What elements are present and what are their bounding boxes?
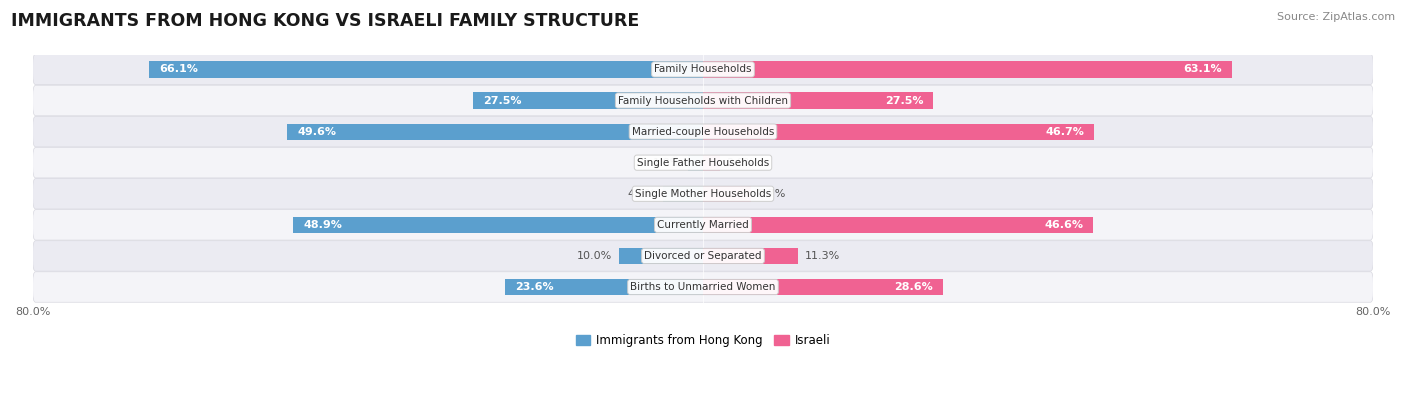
Text: 27.5%: 27.5% [884,96,924,105]
Text: 4.8%: 4.8% [627,189,657,199]
Text: 63.1%: 63.1% [1182,64,1222,74]
Bar [505,279,703,295]
Text: 2.0%: 2.0% [727,158,755,168]
Bar [703,124,1094,140]
Text: 66.1%: 66.1% [159,64,198,74]
Text: 10.0%: 10.0% [578,251,613,261]
Text: Family Households with Children: Family Households with Children [619,96,787,105]
FancyBboxPatch shape [32,54,1374,85]
Bar [688,154,703,171]
Text: Source: ZipAtlas.com: Source: ZipAtlas.com [1277,12,1395,22]
Text: IMMIGRANTS FROM HONG KONG VS ISRAELI FAMILY STRUCTURE: IMMIGRANTS FROM HONG KONG VS ISRAELI FAM… [11,12,640,30]
Text: Family Households: Family Households [654,64,752,74]
Bar [703,217,1094,233]
Bar [703,248,797,264]
Bar [703,92,934,109]
FancyBboxPatch shape [32,147,1374,178]
Bar [703,186,751,202]
FancyBboxPatch shape [32,210,1374,240]
Text: 11.3%: 11.3% [804,251,839,261]
Bar [703,279,942,295]
Text: 48.9%: 48.9% [304,220,342,230]
Bar [662,186,703,202]
Text: 5.7%: 5.7% [758,189,786,199]
FancyBboxPatch shape [32,117,1374,147]
Text: Single Mother Households: Single Mother Households [636,189,770,199]
Text: Divorced or Separated: Divorced or Separated [644,251,762,261]
Text: 46.7%: 46.7% [1046,126,1084,137]
Bar [287,124,703,140]
Text: Currently Married: Currently Married [657,220,749,230]
Text: Single Father Households: Single Father Households [637,158,769,168]
Bar [703,154,720,171]
Text: 1.8%: 1.8% [652,158,682,168]
FancyBboxPatch shape [32,241,1374,271]
FancyBboxPatch shape [32,179,1374,209]
Text: 46.6%: 46.6% [1045,220,1084,230]
Text: Births to Unmarried Women: Births to Unmarried Women [630,282,776,292]
Legend: Immigrants from Hong Kong, Israeli: Immigrants from Hong Kong, Israeli [571,329,835,352]
Text: 27.5%: 27.5% [482,96,522,105]
FancyBboxPatch shape [32,272,1374,302]
Bar [703,61,1232,77]
Bar [294,217,703,233]
Text: 28.6%: 28.6% [894,282,932,292]
Bar [149,61,703,77]
Bar [472,92,703,109]
Bar [619,248,703,264]
Text: 23.6%: 23.6% [516,282,554,292]
Text: 49.6%: 49.6% [298,126,336,137]
Text: Married-couple Households: Married-couple Households [631,126,775,137]
FancyBboxPatch shape [32,85,1374,116]
